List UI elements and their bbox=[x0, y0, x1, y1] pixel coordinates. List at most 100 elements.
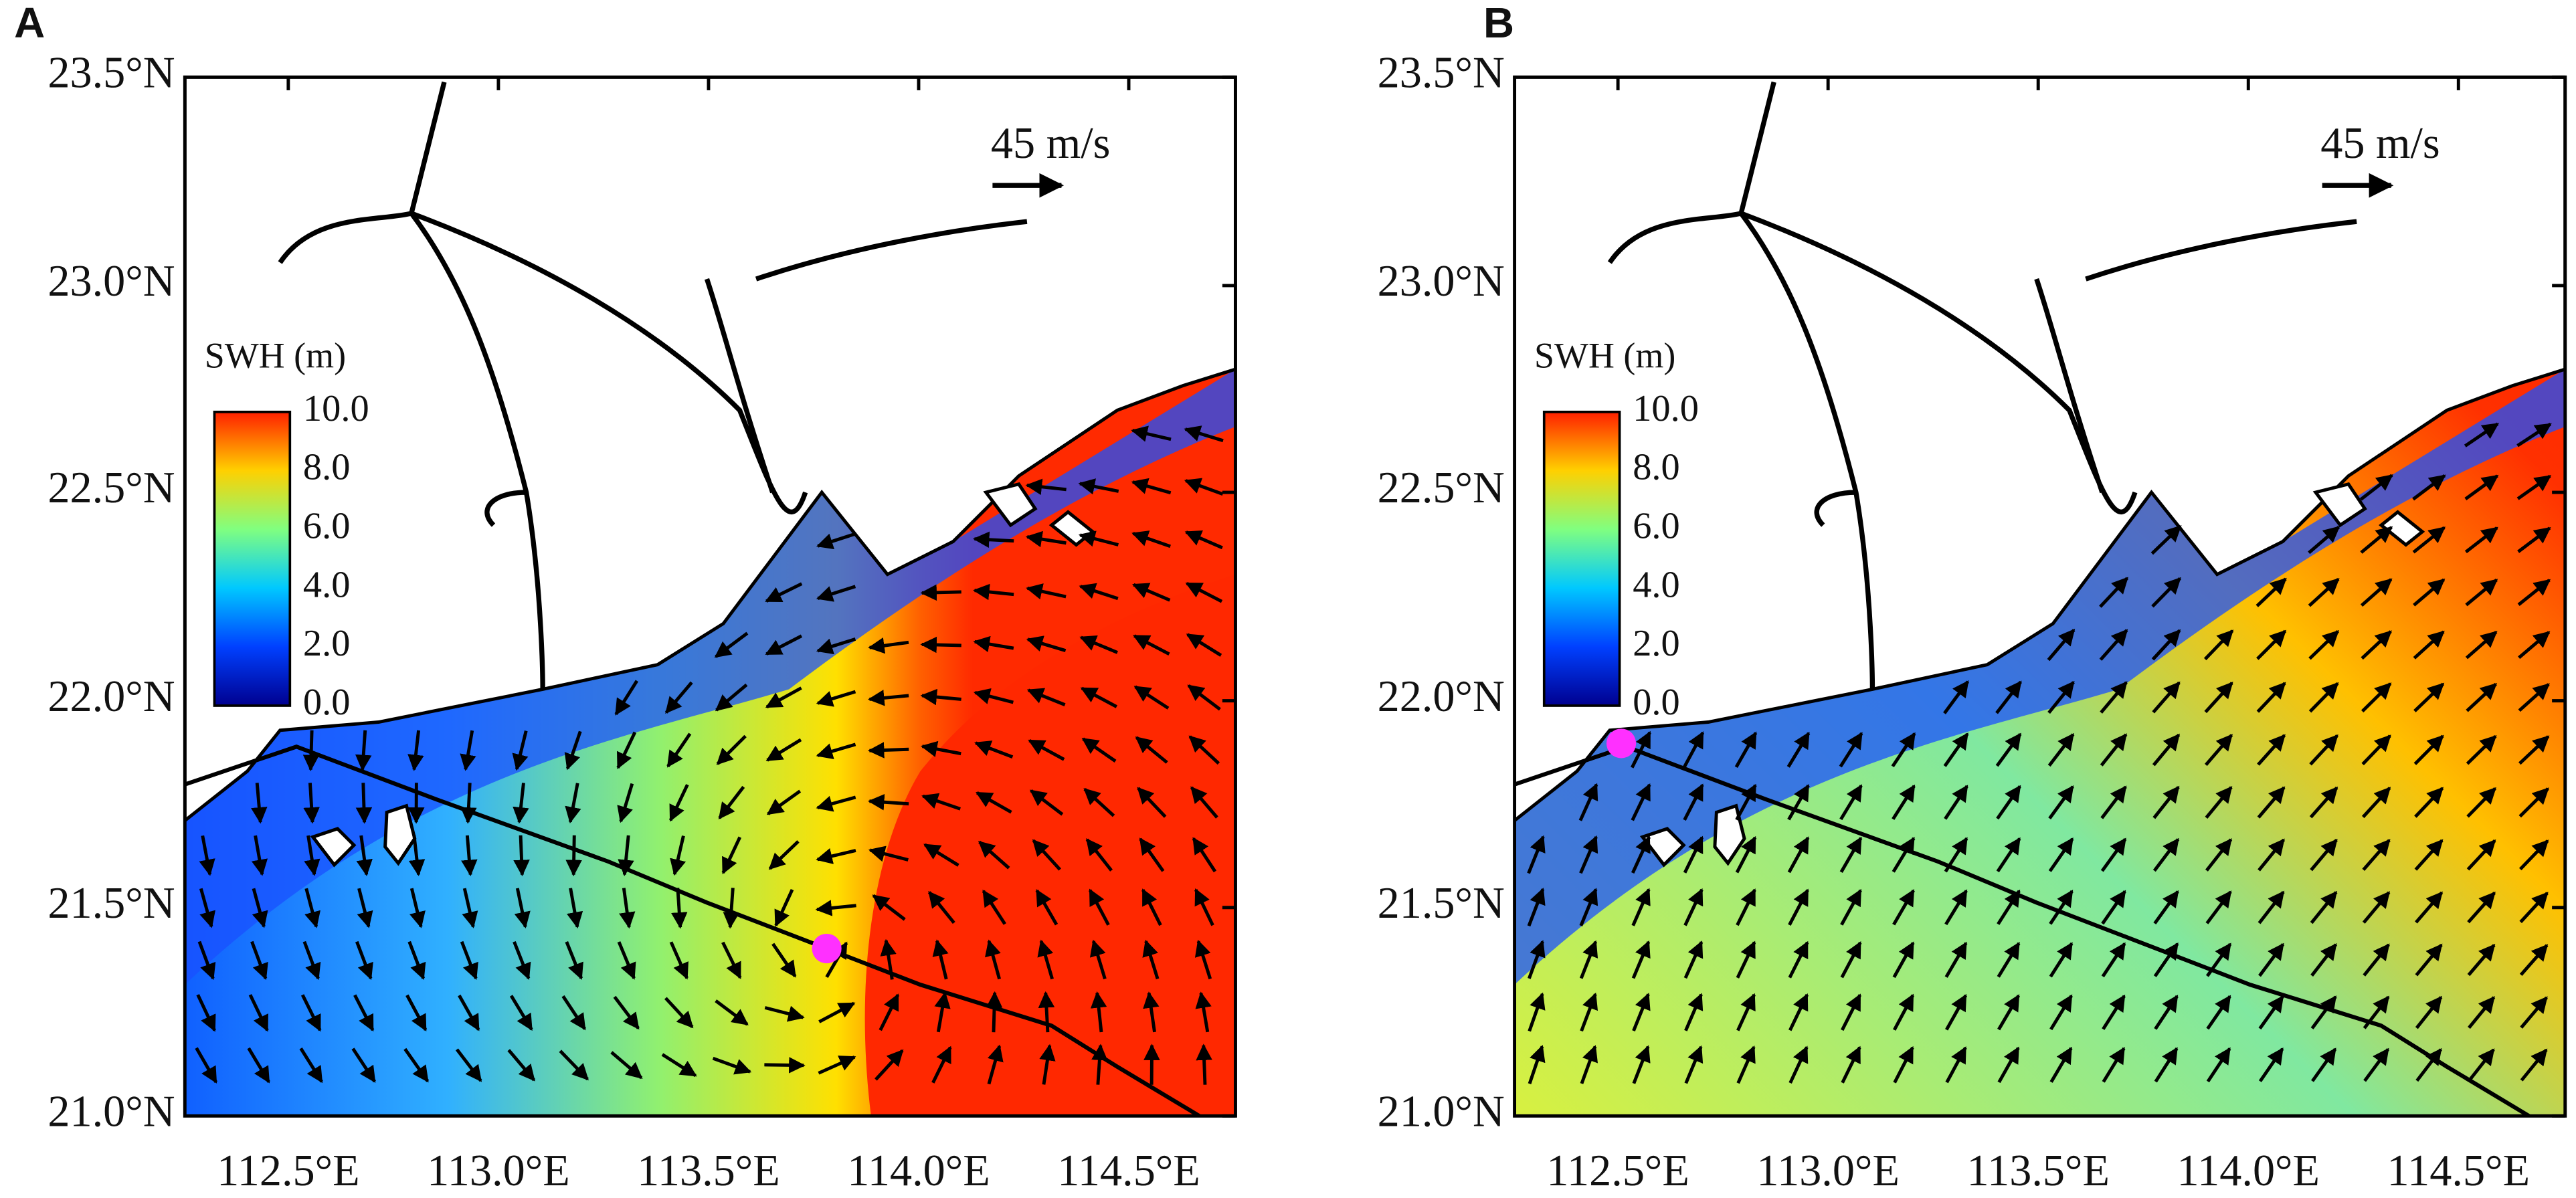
wind-arrow bbox=[1839, 732, 1863, 768]
wind-arrow bbox=[2257, 734, 2286, 766]
wind-arrow bbox=[2049, 890, 2074, 925]
wind-arrow bbox=[565, 783, 581, 824]
wind-arrow bbox=[1945, 1046, 1967, 1084]
wind-arrow bbox=[664, 681, 693, 714]
wind-arrow bbox=[718, 785, 745, 819]
wind-arrow bbox=[1841, 993, 1862, 1031]
wind-arrow bbox=[1841, 1045, 1861, 1084]
wind-arrow bbox=[1682, 731, 1705, 769]
wind-arrow bbox=[2415, 1047, 2442, 1082]
wind-arrow bbox=[1997, 1046, 2020, 1084]
wind-arrow bbox=[2100, 785, 2127, 819]
wind-arrow bbox=[302, 940, 321, 981]
wind-arrow bbox=[1578, 783, 1598, 821]
wind-arrow bbox=[921, 793, 961, 811]
wind-arrow bbox=[764, 1005, 805, 1022]
wind-arrow bbox=[199, 888, 215, 928]
wind-arrow bbox=[251, 835, 268, 876]
wind-arrow bbox=[1892, 784, 1916, 820]
wind-arrow bbox=[300, 994, 322, 1032]
wind-arrow bbox=[616, 731, 637, 770]
wind-arrow bbox=[2310, 943, 2338, 977]
wind-arrow bbox=[868, 637, 909, 654]
colorbar-tick-label: 10.0 bbox=[1633, 388, 1699, 429]
wind-arrow bbox=[407, 730, 424, 771]
wind-arrow bbox=[403, 1047, 430, 1083]
x-tick-label: 114.5°E bbox=[1057, 1146, 1200, 1195]
wind-arrow bbox=[509, 995, 533, 1031]
map-panel: 23.5°N 23.0°N 22.5°N 22.0°N 21.5°N 21.0°N 112.… bbox=[1378, 0, 2567, 1195]
wind-arrow bbox=[2466, 839, 2496, 871]
panel-label: A bbox=[14, 0, 45, 47]
wind-arrow bbox=[2257, 786, 2286, 819]
wind-arrow bbox=[1840, 888, 1862, 926]
wind-arrow bbox=[982, 890, 1006, 925]
y-tick-label: 21.0°N bbox=[1378, 1088, 1505, 1136]
x-tick-label: 113.0°E bbox=[1756, 1146, 1900, 1195]
wind-arrow bbox=[1039, 1043, 1056, 1085]
colorbar-tick-label: 2.0 bbox=[303, 623, 351, 664]
wind-arrow bbox=[671, 888, 688, 929]
x-tick-label: 113.5°E bbox=[1966, 1146, 2110, 1195]
land bbox=[1514, 77, 2565, 823]
wind-arrow bbox=[923, 843, 959, 867]
wind-arrow bbox=[1944, 785, 1968, 820]
wind-arrow bbox=[920, 740, 961, 757]
wind-arrow bbox=[765, 686, 802, 709]
map-panel: 23.5°N 23.0°N 22.5°N 22.0°N 21.5°N 21.0°N 112.… bbox=[14, 0, 1237, 1195]
wind-arrow bbox=[2205, 838, 2233, 872]
wind-arrow bbox=[1035, 889, 1059, 926]
wind-arrow bbox=[2520, 1048, 2548, 1082]
wind-arrow bbox=[2415, 891, 2444, 924]
wind-arrow bbox=[1132, 583, 1171, 602]
wind-arrow bbox=[2360, 578, 2393, 607]
wind-arrow bbox=[2309, 786, 2338, 819]
wind-arrow bbox=[1184, 425, 1224, 443]
wind-arrow bbox=[248, 994, 269, 1032]
y-tick-label: 21.5°N bbox=[1378, 879, 1505, 928]
wind-arrow bbox=[1091, 1043, 1108, 1085]
wind-arrow bbox=[1839, 836, 1863, 873]
wind-arrow bbox=[1194, 888, 1214, 926]
wind-arrow bbox=[1943, 680, 1970, 714]
wind-arrow bbox=[2204, 682, 2233, 714]
wind-arrow bbox=[868, 690, 909, 706]
wind-arrow bbox=[1090, 991, 1107, 1033]
wind-arrow bbox=[875, 1049, 904, 1081]
wind-arrow bbox=[1192, 837, 1217, 873]
x-tick-label: 114.5°E bbox=[2387, 1146, 2531, 1195]
y-tick-label: 22.5°N bbox=[48, 464, 175, 512]
wind-arrow bbox=[715, 683, 748, 712]
colorbar-tick-label: 2.0 bbox=[1633, 623, 1680, 664]
wind-arrow bbox=[2205, 890, 2232, 924]
wind-arrow bbox=[355, 940, 373, 981]
wind-arrow bbox=[353, 994, 375, 1032]
wind-arrow bbox=[868, 845, 909, 862]
wind-arrow bbox=[2101, 890, 2126, 925]
wind-arrow bbox=[1736, 888, 1756, 926]
wind-arrow bbox=[561, 995, 587, 1031]
wind-arrow bbox=[1528, 940, 1546, 979]
wind-arrow bbox=[1085, 838, 1113, 872]
wind-arrow bbox=[1787, 784, 1810, 821]
wind-arrow bbox=[1683, 888, 1704, 926]
wind-arrow bbox=[1788, 940, 1809, 979]
wind-arrow bbox=[2363, 1047, 2390, 1082]
wind-arrow bbox=[1187, 684, 1221, 711]
wind-arrow bbox=[987, 1044, 1004, 1085]
colorbar-tick-label: 6.0 bbox=[1633, 505, 1680, 546]
colorbar-tick-label: 0.0 bbox=[303, 682, 351, 723]
wind-arrow bbox=[619, 888, 636, 929]
wind-arrow bbox=[973, 635, 1014, 653]
wind-arrow bbox=[765, 738, 802, 762]
wind-arrow bbox=[2047, 680, 2075, 714]
wind-arrow bbox=[2412, 474, 2446, 501]
wind-arrow bbox=[2258, 838, 2286, 872]
wind-arrow bbox=[1631, 835, 1651, 874]
wind-arrow bbox=[920, 584, 961, 601]
wind-arrow bbox=[867, 742, 909, 759]
wind-arrow bbox=[2310, 890, 2338, 924]
wind-arrow bbox=[973, 688, 1014, 704]
wind-arrow bbox=[816, 532, 856, 550]
wind-arrow bbox=[405, 994, 428, 1031]
